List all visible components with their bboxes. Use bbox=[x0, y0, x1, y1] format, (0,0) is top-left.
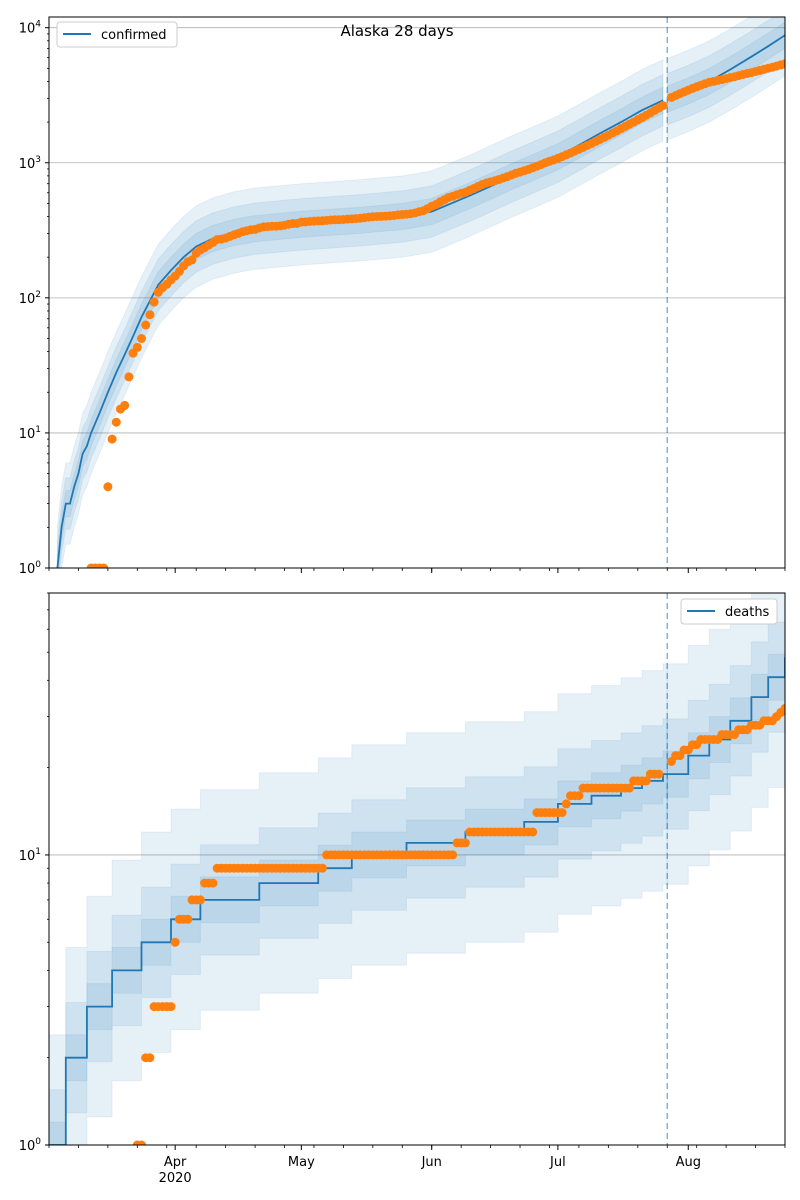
legend-label-confirmed: confirmed bbox=[101, 28, 167, 43]
y-tick-label: 104 bbox=[19, 20, 42, 37]
uncertainty-band bbox=[56, 73, 664, 568]
y-tick-base: 10 bbox=[19, 1139, 36, 1154]
y-tick-base: 10 bbox=[19, 22, 36, 37]
observed-point bbox=[170, 937, 180, 947]
observed-point bbox=[141, 320, 151, 330]
observed-point bbox=[574, 791, 584, 801]
uncertainty-band bbox=[49, 718, 668, 1145]
y-tick-exponent: 4 bbox=[35, 20, 41, 30]
observed-point bbox=[166, 1002, 176, 1012]
observed-point bbox=[317, 863, 327, 873]
confirmed-legend: confirmed bbox=[56, 21, 178, 48]
y-tick-label: 103 bbox=[19, 155, 41, 172]
observed-point bbox=[654, 769, 664, 779]
legend-box bbox=[680, 598, 778, 625]
y-tick-base: 10 bbox=[19, 292, 36, 307]
observed-point bbox=[448, 850, 458, 860]
deaths-axes-frame bbox=[48, 592, 786, 1146]
figure-title: Alaska 28 days bbox=[340, 22, 453, 40]
y-tick-label: 101 bbox=[19, 847, 41, 864]
x-tick-label: Jun bbox=[421, 1155, 442, 1170]
y-tick-exponent: 1 bbox=[35, 425, 41, 435]
deaths-model-line bbox=[49, 657, 785, 1145]
legend-label-deaths: deaths bbox=[725, 605, 770, 620]
x-tick-label: Jul bbox=[549, 1155, 566, 1170]
deaths-legend: deaths bbox=[680, 598, 778, 625]
observed-point bbox=[103, 482, 113, 492]
y-tick-base: 10 bbox=[19, 849, 36, 864]
observed-point bbox=[208, 878, 218, 888]
uncertainty-band bbox=[666, 602, 785, 830]
observed-point bbox=[561, 799, 571, 809]
model-line bbox=[667, 657, 785, 775]
observed-point bbox=[99, 563, 109, 568]
confirmed-axes-frame bbox=[48, 16, 786, 569]
model-line bbox=[49, 773, 668, 1145]
confirmed-x-ticks bbox=[48, 568, 786, 573]
observed-point bbox=[195, 895, 205, 905]
observed-point bbox=[137, 1140, 146, 1145]
observed-point bbox=[111, 417, 121, 427]
uncertainty-band bbox=[56, 58, 664, 568]
x-tick-year-label: 2020 bbox=[159, 1171, 192, 1186]
observed-point bbox=[624, 783, 634, 793]
observed-point bbox=[557, 808, 567, 818]
observed-point bbox=[145, 310, 155, 320]
y-tick-exponent: 2 bbox=[35, 290, 41, 300]
y-tick-exponent: 0 bbox=[35, 560, 41, 570]
confirmed-grid bbox=[49, 27, 785, 434]
y-tick-label: 102 bbox=[19, 290, 41, 307]
observed-point bbox=[780, 59, 785, 69]
x-tick-label: Aug bbox=[676, 1155, 701, 1170]
y-tick-label: 100 bbox=[19, 560, 42, 577]
x-tick-label: May bbox=[288, 1155, 315, 1170]
observed-point bbox=[187, 255, 197, 265]
observed-point bbox=[149, 297, 159, 307]
y-tick-base: 10 bbox=[19, 427, 36, 442]
y-tick-base: 10 bbox=[19, 562, 36, 577]
observed-point bbox=[658, 101, 668, 111]
deaths-observed-points bbox=[132, 703, 785, 1145]
observed-point bbox=[107, 434, 117, 444]
y-tick-exponent: 0 bbox=[35, 1137, 41, 1147]
y-tick-exponent: 3 bbox=[35, 155, 41, 165]
observed-point bbox=[528, 827, 538, 837]
y-tick-base: 10 bbox=[19, 157, 36, 172]
y-tick-label: 100 bbox=[19, 1137, 42, 1154]
observed-point bbox=[145, 1053, 155, 1063]
observed-point bbox=[460, 838, 470, 848]
observed-point bbox=[183, 914, 193, 924]
observed-point bbox=[124, 372, 134, 382]
x-tick-label: Apr bbox=[164, 1155, 187, 1170]
observed-point bbox=[132, 342, 142, 352]
observed-point bbox=[137, 334, 146, 343]
y-tick-label: 101 bbox=[19, 425, 41, 442]
y-tick-exponent: 1 bbox=[35, 847, 41, 857]
legend-box bbox=[56, 21, 178, 48]
observed-point bbox=[780, 703, 785, 713]
observed-point bbox=[120, 400, 130, 410]
observed-point bbox=[641, 776, 651, 786]
confirmed-observed-points bbox=[86, 59, 785, 568]
